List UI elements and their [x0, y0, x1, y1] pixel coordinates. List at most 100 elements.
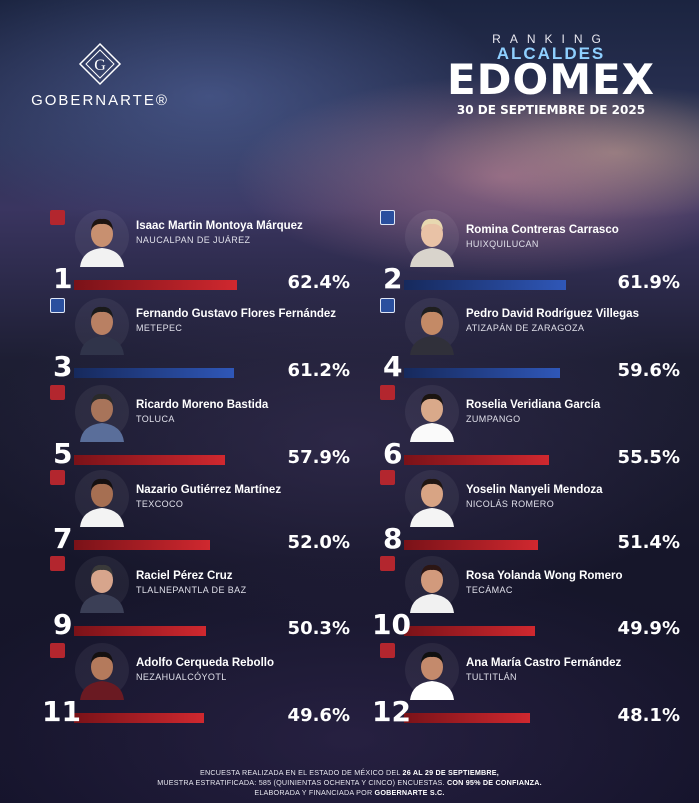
header-ranking: RANKING — [492, 32, 610, 46]
candidate-photo — [404, 643, 460, 700]
candidate-municipality: TECÁMAC — [466, 585, 513, 595]
rank-number: 3 — [53, 350, 73, 383]
footer-line2-b: CON 95% DE CONFIANZA. — [446, 778, 542, 787]
ranking-item: Yoselin Nanyeli Mendoza NICOLÁS ROMERO 8 51… — [380, 470, 680, 555]
rank-number: 5 — [53, 437, 73, 470]
approval-percent: 61.9% — [617, 272, 680, 293]
pan-party-icon — [380, 210, 395, 225]
rank-number: 6 — [383, 437, 403, 470]
candidate-photo — [404, 298, 460, 355]
candidate-municipality: ATIZAPÁN DE ZARAGOZA — [466, 323, 585, 333]
approval-bar — [404, 713, 530, 723]
ranking-item: Nazario Gutiérrez Martínez TEXCOCO 7 52.0% — [50, 470, 350, 555]
candidate-name: Yoselin Nanyeli Mendoza NICOLÁS ROMERO — [466, 484, 666, 511]
approval-percent: 48.1% — [617, 705, 680, 726]
svg-text:G: G — [94, 57, 106, 74]
rank-number: 4 — [383, 350, 403, 383]
gobernarte-logo-icon: G — [78, 42, 122, 86]
approval-percent: 61.2% — [287, 360, 350, 381]
brand-logo: G GOBERNARTE® — [30, 42, 170, 109]
rank-number: 2 — [383, 262, 403, 295]
ranking-item: Ricardo Moreno Bastida TOLUCA 5 57.9% — [50, 385, 350, 470]
pan-party-icon — [50, 298, 65, 313]
bar-track — [404, 626, 564, 636]
ranking-item: Romina Contreras Carrasco HUIXQUILUCAN 2 61… — [380, 210, 680, 295]
approval-bar — [404, 455, 549, 465]
candidate-photo — [74, 470, 130, 527]
approval-bar — [74, 713, 204, 723]
approval-percent: 52.0% — [287, 532, 350, 553]
morena-party-icon — [380, 556, 395, 571]
ranking-item: Fernando Gustavo Flores Fernández METEPEC… — [50, 298, 350, 383]
ranking-item: Adolfo Cerqueda Rebollo NEZAHUALCÓYOTL 11 4… — [42, 643, 350, 728]
candidate-name: Roselia Veridiana García ZUMPANGO — [466, 399, 666, 426]
ranking-item: Rosa Yolanda Wong Romero TECÁMAC 10 49.9% — [372, 556, 680, 641]
candidate-municipality: TULTITLÁN — [466, 672, 517, 682]
morena-party-icon — [380, 643, 395, 658]
morena-party-icon — [50, 210, 65, 225]
bar-track — [74, 455, 234, 465]
bar-track — [74, 626, 234, 636]
candidate-photo — [404, 385, 460, 442]
footer-line3-a: ELABORADA Y FINANCIADA POR — [254, 788, 375, 797]
candidate-name: Nazario Gutiérrez Martínez TEXCOCO — [136, 484, 336, 511]
header-title: EDOMEX — [446, 55, 656, 104]
bar-track — [74, 368, 234, 378]
brand-name: GOBERNARTE® — [31, 92, 169, 109]
approval-bar — [404, 368, 560, 378]
candidate-photo — [74, 556, 130, 613]
approval-bar — [404, 540, 538, 550]
approval-percent: 50.3% — [287, 618, 350, 639]
approval-bar — [74, 368, 234, 378]
rank-number: 8 — [383, 522, 403, 555]
approval-percent: 57.9% — [287, 447, 350, 468]
morena-party-icon — [50, 643, 65, 658]
candidate-municipality: NAUCALPAN DE JUÁREZ — [136, 235, 251, 245]
rank-number: 1 — [53, 262, 73, 295]
candidate-name: Ricardo Moreno Bastida TOLUCA — [136, 399, 336, 426]
candidate-municipality: TEXCOCO — [136, 499, 184, 509]
ranking-item: Raciel Pérez Cruz TLALNEPANTLA DE BAZ 9 50.… — [50, 556, 350, 641]
morena-party-icon — [380, 385, 395, 400]
bar-track — [404, 455, 564, 465]
candidate-municipality: ZUMPANGO — [466, 414, 521, 424]
candidate-photo — [404, 470, 460, 527]
rank-number: 9 — [53, 608, 73, 641]
candidate-name: Raciel Pérez Cruz TLALNEPANTLA DE BAZ — [136, 570, 336, 597]
candidate-municipality: NICOLÁS ROMERO — [466, 499, 555, 509]
header-date: 30 DE SEPTIEMBRE DE 2025 — [456, 103, 646, 117]
footer-note: ENCUESTA REALIZADA EN EL ESTADO DE MÉXIC… — [0, 768, 699, 798]
morena-party-icon — [50, 385, 65, 400]
approval-percent: 55.5% — [617, 447, 680, 468]
candidate-name: Ana María Castro Fernández TULTITLÁN — [466, 657, 666, 684]
approval-bar — [404, 626, 535, 636]
candidate-name: Romina Contreras Carrasco HUIXQUILUCAN — [466, 224, 666, 251]
approval-bar — [74, 626, 206, 636]
footer-line1-a: ENCUESTA REALIZADA EN EL ESTADO DE MÉXIC… — [200, 768, 403, 777]
candidate-municipality: NEZAHUALCÓYOTL — [136, 672, 227, 682]
candidate-name: Isaac Martin Montoya Márquez NAUCALPAN DE… — [136, 220, 336, 247]
approval-percent: 51.4% — [617, 532, 680, 553]
candidate-municipality: METEPEC — [136, 323, 183, 333]
rank-number: 11 — [42, 695, 81, 728]
bar-track — [74, 280, 237, 290]
bar-track — [404, 280, 566, 290]
candidate-municipality: TOLUCA — [136, 414, 175, 424]
approval-percent: 49.9% — [617, 618, 680, 639]
bar-track — [404, 540, 564, 550]
approval-bar — [404, 280, 566, 290]
ranking-item: Isaac Martin Montoya Márquez NAUCALPAN DE… — [50, 210, 350, 295]
candidate-photo — [74, 298, 130, 355]
bar-track — [74, 540, 234, 550]
approval-bar — [74, 455, 225, 465]
candidate-photo — [74, 643, 130, 700]
approval-percent: 62.4% — [287, 272, 350, 293]
candidate-photo — [74, 210, 130, 267]
footer-line1-b: 26 AL 29 DE SEPTIEMBRE, — [402, 768, 499, 777]
footer-line2-a: MUESTRA ESTRATIFICADA: 585 (QUINIENTAS O… — [157, 778, 447, 787]
candidate-name: Adolfo Cerqueda Rebollo NEZAHUALCÓYOTL — [136, 657, 336, 684]
ranking-item: Roselia Veridiana García ZUMPANGO 6 55.5% — [380, 385, 680, 470]
morena-party-icon — [50, 470, 65, 485]
header: RANKING ALCALDES EDOMEX 30 DE SEPTIEMBRE… — [431, 32, 671, 117]
